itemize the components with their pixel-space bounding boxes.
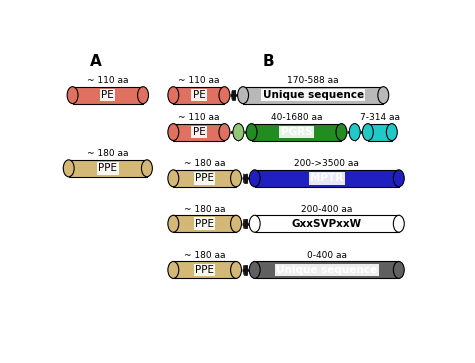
- Ellipse shape: [168, 87, 179, 103]
- Ellipse shape: [168, 261, 179, 278]
- Ellipse shape: [230, 215, 241, 232]
- Text: MPTR: MPTR: [310, 173, 343, 183]
- Ellipse shape: [233, 124, 244, 140]
- Text: 170-588 aa: 170-588 aa: [287, 76, 339, 85]
- Ellipse shape: [142, 160, 152, 177]
- Text: PPE: PPE: [98, 163, 117, 173]
- Ellipse shape: [233, 124, 244, 140]
- Ellipse shape: [243, 265, 245, 274]
- Text: 7-314 aa: 7-314 aa: [360, 113, 400, 122]
- Text: ~ 180 aa: ~ 180 aa: [184, 205, 226, 214]
- Text: PE: PE: [102, 90, 114, 100]
- Bar: [173, 215, 236, 232]
- Text: PPE: PPE: [195, 173, 214, 183]
- Ellipse shape: [138, 87, 149, 103]
- Text: ~ 180 aa: ~ 180 aa: [184, 251, 226, 260]
- Bar: [255, 215, 399, 232]
- Bar: [244, 265, 247, 274]
- Ellipse shape: [168, 170, 179, 187]
- Bar: [252, 124, 342, 140]
- Ellipse shape: [168, 124, 179, 140]
- Ellipse shape: [230, 170, 241, 187]
- Bar: [255, 261, 399, 278]
- Ellipse shape: [336, 124, 347, 140]
- Ellipse shape: [230, 261, 241, 278]
- Bar: [173, 124, 224, 140]
- Bar: [232, 90, 235, 100]
- Ellipse shape: [219, 124, 230, 140]
- Bar: [244, 174, 247, 183]
- Ellipse shape: [219, 87, 230, 103]
- Ellipse shape: [249, 170, 260, 187]
- Text: PE: PE: [192, 90, 205, 100]
- Ellipse shape: [249, 261, 260, 278]
- Text: ~ 110 aa: ~ 110 aa: [178, 76, 219, 85]
- Text: Unique sequence: Unique sequence: [263, 90, 364, 100]
- Bar: [244, 219, 247, 228]
- Ellipse shape: [393, 261, 404, 278]
- Ellipse shape: [386, 124, 397, 140]
- Text: PE: PE: [192, 127, 205, 137]
- Text: 200-400 aa: 200-400 aa: [301, 205, 352, 214]
- Ellipse shape: [349, 124, 360, 140]
- Ellipse shape: [235, 90, 236, 100]
- Ellipse shape: [168, 215, 179, 232]
- Ellipse shape: [393, 215, 404, 232]
- Ellipse shape: [243, 219, 245, 228]
- Bar: [368, 124, 392, 140]
- Text: 40-1680 aa: 40-1680 aa: [271, 113, 322, 122]
- Text: PPE: PPE: [195, 219, 214, 229]
- Text: Unique sequence: Unique sequence: [276, 265, 377, 275]
- Ellipse shape: [393, 170, 404, 187]
- Text: PPE: PPE: [195, 265, 214, 275]
- Bar: [73, 87, 143, 103]
- Bar: [173, 87, 224, 103]
- Bar: [255, 170, 399, 187]
- Ellipse shape: [243, 174, 245, 183]
- Ellipse shape: [378, 87, 389, 103]
- Bar: [173, 261, 236, 278]
- Bar: [243, 87, 383, 103]
- Text: ~ 180 aa: ~ 180 aa: [184, 159, 226, 168]
- Ellipse shape: [63, 160, 74, 177]
- Text: GxxSVPxxW: GxxSVPxxW: [292, 219, 362, 229]
- Bar: [173, 170, 236, 187]
- Ellipse shape: [238, 87, 248, 103]
- Ellipse shape: [362, 124, 373, 140]
- Ellipse shape: [232, 90, 233, 100]
- Ellipse shape: [246, 124, 257, 140]
- Text: 200->3500 aa: 200->3500 aa: [294, 159, 359, 168]
- Ellipse shape: [67, 87, 78, 103]
- Bar: [69, 160, 147, 177]
- Text: 0-400 aa: 0-400 aa: [307, 251, 347, 260]
- Ellipse shape: [249, 215, 260, 232]
- Text: A: A: [90, 54, 102, 69]
- Text: ~ 110 aa: ~ 110 aa: [87, 76, 129, 85]
- Text: B: B: [263, 54, 275, 69]
- Text: ~ 110 aa: ~ 110 aa: [178, 113, 219, 122]
- Text: PGRS: PGRS: [281, 127, 313, 137]
- Text: ~ 180 aa: ~ 180 aa: [87, 149, 129, 158]
- Ellipse shape: [349, 124, 360, 140]
